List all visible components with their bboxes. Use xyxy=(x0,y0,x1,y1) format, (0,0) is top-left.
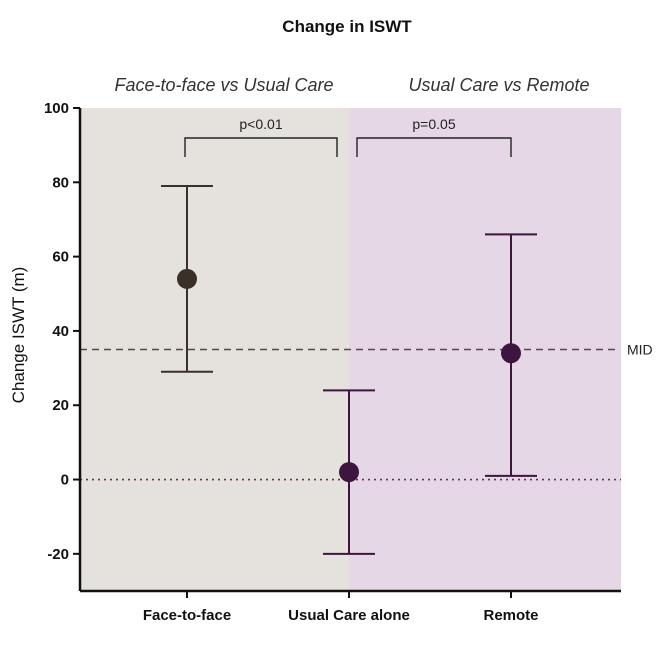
x-tick-label: Usual Care alone xyxy=(288,607,410,624)
comparison-bracket xyxy=(356,137,512,157)
y-tick-label: 20 xyxy=(52,397,69,414)
axes: -20 0 20 40 60 80 100 Face-to-face Usual Care al… xyxy=(44,100,621,624)
y-tick-label: 80 xyxy=(52,174,69,191)
comparison-p-value: p<0.01 xyxy=(239,116,282,132)
panel-titles: Face-to-face vs Usual Care Usual Care vs … xyxy=(114,75,589,95)
mean-point xyxy=(501,343,521,364)
y-axis-label: Change ISWT (m) xyxy=(9,267,28,404)
y-tick-label: 60 xyxy=(52,249,69,266)
panel-background xyxy=(349,108,621,591)
comparison-p-value: p=0.05 xyxy=(412,116,455,132)
y-tick-label: 100 xyxy=(44,100,69,117)
panel-title: Usual Care vs Remote xyxy=(408,75,589,95)
y-tick-label: 40 xyxy=(52,323,69,340)
y-tick-label: 0 xyxy=(61,472,69,489)
mean-point xyxy=(339,462,359,483)
reference-line-label: MID xyxy=(627,342,653,358)
x-tick-label: Face-to-face xyxy=(143,607,231,624)
comparison-brackets: p<0.01 p=0.05 xyxy=(184,116,512,157)
mean-point xyxy=(177,268,197,289)
x-tick-label: Remote xyxy=(483,607,538,624)
y-tick-label: -20 xyxy=(47,546,69,563)
panel-title: Face-to-face vs Usual Care xyxy=(114,75,333,95)
chart-title: Change in ISWT xyxy=(282,17,412,36)
comparison-bracket xyxy=(184,137,338,157)
error-bars xyxy=(161,185,537,555)
